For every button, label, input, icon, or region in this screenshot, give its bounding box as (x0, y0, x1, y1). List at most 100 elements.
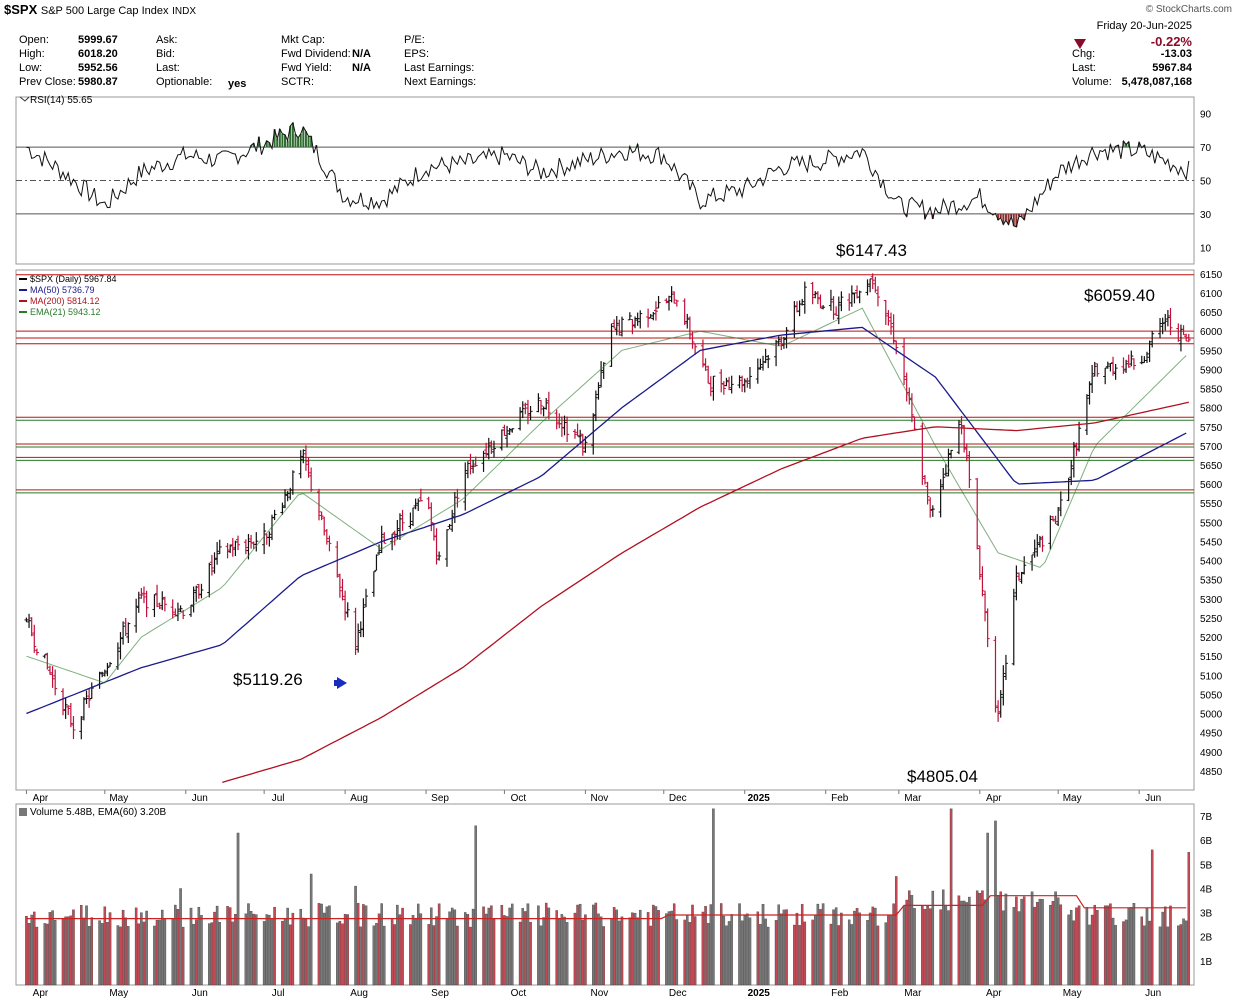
volume-bar (670, 910, 673, 986)
volume-x-tick-label: Apr (33, 988, 49, 999)
volume-bar (1051, 901, 1055, 986)
volume-bar (599, 916, 603, 986)
volume-bar (850, 924, 854, 986)
volume-bar (1033, 906, 1036, 986)
volume-bar (1148, 920, 1151, 986)
stat-label: Next Earnings: (404, 76, 477, 88)
volume-bar (615, 909, 619, 986)
volume-bar (573, 912, 577, 986)
volume-bar (1166, 926, 1170, 986)
volume-bar (90, 917, 93, 986)
volume-bar (179, 888, 182, 986)
volume-x-tick-label: Jul (272, 988, 285, 999)
price-annotation: $6147.43 (836, 241, 907, 260)
stat-label: Last: (156, 62, 180, 74)
volume-x-tick-label: Dec (669, 988, 687, 999)
price-tick-label: 5900 (1200, 365, 1223, 376)
volume-bar (905, 899, 908, 986)
price-tick-label: 5400 (1200, 557, 1223, 568)
stat-label: Last Earnings: (404, 62, 475, 74)
volume-bar (693, 916, 697, 986)
volume-bar (153, 925, 156, 986)
volume-bar (1143, 925, 1146, 986)
volume-bar (98, 920, 101, 986)
volume-bar (526, 903, 530, 986)
ma200-line (222, 401, 1189, 784)
ma50-line (26, 326, 1187, 715)
volume-bar (1012, 907, 1016, 986)
rsi-tick-label: 90 (1200, 110, 1212, 121)
price-tick-label: 5200 (1200, 633, 1223, 644)
volume-bar (563, 916, 566, 986)
volume-bar (328, 905, 331, 986)
volume-bar (307, 926, 310, 986)
volume-bar (837, 925, 841, 986)
volume-x-tick-label: Apr (986, 988, 1002, 999)
volume-bar (490, 905, 493, 986)
volume-bar (356, 902, 360, 986)
volume-bar (226, 906, 229, 986)
volume-bar (683, 919, 686, 986)
volume-bar (560, 914, 564, 986)
volume-bar (289, 924, 292, 986)
volume-bar (981, 890, 984, 986)
price-tick-label: 5100 (1200, 671, 1223, 682)
volume-bar (999, 891, 1002, 986)
volume-bar (847, 919, 851, 986)
stat-value: N/A (352, 48, 371, 60)
stat-label: Volume: (1072, 76, 1112, 88)
volume-bar (591, 904, 595, 986)
volume-bar (161, 909, 164, 986)
change-percent: -0.22% (1150, 34, 1192, 49)
volume-bar (949, 808, 953, 986)
volume-bar (430, 907, 433, 986)
x-tick-label: Apr (986, 793, 1002, 804)
volume-bar (1169, 905, 1172, 986)
volume-bar (1069, 909, 1073, 986)
volume-x-tick-label: May (109, 988, 128, 999)
volume-bar (858, 912, 861, 986)
volume-bar (612, 907, 616, 986)
stat-value: -13.03 (1160, 48, 1192, 60)
rsi-tick-label: 30 (1200, 210, 1212, 221)
credit: © StockCharts.com (1145, 4, 1232, 15)
volume-bar (419, 913, 423, 986)
volume-bar (1002, 910, 1005, 986)
volume-bar (43, 923, 46, 986)
volume-bar (380, 903, 383, 986)
volume-bar (398, 914, 402, 986)
volume-bar (85, 905, 88, 986)
stat-label: Ask: (156, 34, 178, 46)
volume-bar (215, 905, 219, 986)
volume-bar (921, 906, 924, 986)
exchange: INDX (172, 6, 197, 17)
volume-bar (228, 907, 232, 986)
volume-bar (145, 910, 148, 986)
ema21-line (26, 307, 1187, 684)
volume-bar (636, 917, 639, 986)
x-tick-label: Jun (192, 793, 208, 804)
price-tick-label: 5850 (1200, 385, 1223, 396)
volume-bar (1030, 891, 1034, 986)
volume-bar (1130, 907, 1133, 986)
volume-bar (500, 905, 504, 986)
price-tick-label: 5450 (1200, 537, 1223, 548)
volume-x-tick-label: Oct (511, 988, 527, 999)
volume-bar (832, 909, 835, 986)
stat-label: Optionable: (156, 76, 213, 88)
volume-bar (795, 912, 799, 986)
volume-bar (701, 911, 705, 986)
volume-bar (1177, 925, 1180, 986)
volume-bar (390, 919, 394, 986)
volume-bar (1041, 899, 1044, 986)
volume-bar (1187, 852, 1191, 986)
volume-tick-label: 7B (1200, 812, 1213, 823)
volume-bar (1106, 905, 1110, 986)
volume-bar (652, 904, 655, 986)
volume-bar (887, 914, 890, 986)
volume-bar (1004, 893, 1008, 986)
price-tick-label: 5950 (1200, 346, 1223, 357)
volume-bar (158, 919, 161, 986)
volume-bar (756, 911, 760, 986)
volume-bar (103, 906, 107, 986)
